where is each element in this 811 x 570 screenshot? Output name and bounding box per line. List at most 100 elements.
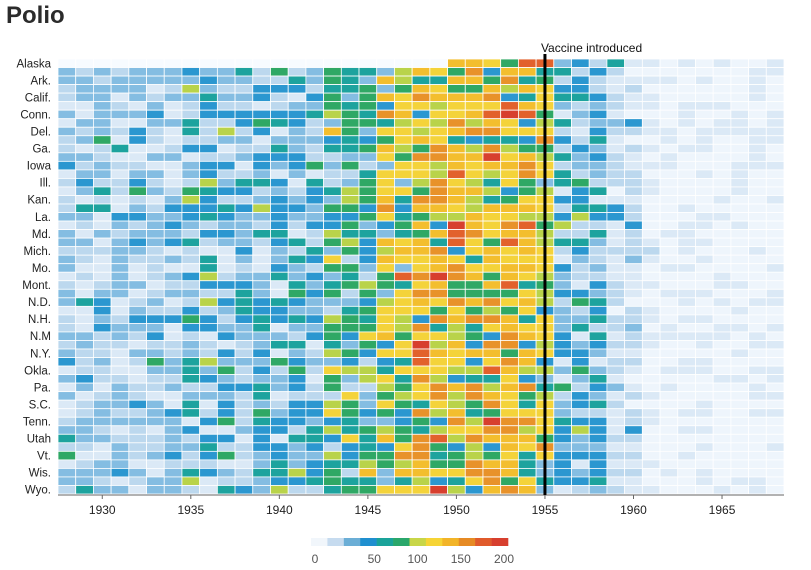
heatmap-cell [464,340,484,350]
heatmap-cell [553,331,572,341]
heatmap-cell [394,288,413,299]
heatmap-cell [641,374,661,384]
heatmap-cell [500,288,519,299]
heatmap-cell [199,323,218,333]
heatmap-cell [606,416,626,427]
heatmap-cell [75,263,94,273]
heatmap-cell [695,195,714,205]
heatmap-cell [287,178,307,188]
heatmap-cell [447,425,466,435]
heatmap-cell [340,263,360,273]
heatmap-cell [464,203,484,213]
heatmap-cell [110,365,130,375]
heatmap-cell [128,246,147,256]
heatmap-cell [340,84,360,94]
heatmap-cell [588,229,608,239]
heatmap-cell [216,297,236,307]
heatmap-cell [606,186,626,196]
heatmap-cell [624,84,643,94]
heatmap-cell [110,416,130,427]
heatmap-cell [270,160,289,171]
heatmap-cell [500,254,519,265]
heatmap-cell [677,485,696,495]
heatmap-cell [57,203,77,213]
heatmap-cell [252,450,271,461]
heatmap-cell [765,433,785,444]
heatmap-cell [146,297,165,307]
heatmap-cell [464,416,484,427]
heatmap-cell [340,476,360,486]
heatmap-cell [411,152,431,162]
heatmap-cell [146,152,165,162]
heatmap-cell [765,399,785,410]
heatmap-cell [730,84,749,94]
heatmap-cell [641,331,661,341]
heatmap-cell [447,212,466,222]
heatmap-cell [146,357,165,367]
legend-swatch [475,538,492,546]
heatmap-cell [199,416,218,427]
heatmap-cell [110,101,130,111]
heatmap-cell [252,75,271,85]
heatmap-cell [305,84,325,94]
heatmap-cell [517,246,537,256]
heatmap-cell [57,220,77,230]
heatmap-cell [216,160,236,171]
heatmap-cell [659,485,679,495]
heatmap-cell [553,450,572,461]
heatmap-cell [128,425,147,435]
heatmap-cell [234,143,254,154]
heatmap-cell [181,468,201,478]
heatmap-cell [340,305,360,316]
heatmap-cell [146,126,165,137]
heatmap-cell [695,348,714,358]
heatmap-cell [340,297,360,307]
heatmap-cell [287,246,307,256]
heatmap-cell [517,280,537,290]
heatmap-cell [199,399,218,410]
heatmap-cell [305,408,325,418]
heatmap-cell [323,408,342,418]
state-label: Mich. [24,246,51,258]
heatmap-cell [464,143,484,154]
heatmap-cell [748,442,767,452]
heatmap-cell [270,229,289,239]
heatmap-cell [517,271,537,282]
heatmap-cell [588,305,608,316]
heatmap-cell [553,468,572,478]
heatmap-cell [199,305,218,316]
heatmap-cell [323,92,342,103]
heatmap-cell [482,109,502,120]
heatmap-cell [588,84,608,94]
heatmap-cell [571,348,590,358]
heatmap-cell [181,459,201,469]
heatmap-cell [748,297,767,307]
heatmap-cell [553,229,572,239]
heatmap-cell [730,323,749,333]
heatmap-cell [606,143,626,154]
heatmap-cell [748,357,767,367]
heatmap-cell [270,135,289,145]
heatmap-cell [429,126,448,137]
heatmap-cell [765,160,785,171]
heatmap-cell [376,101,395,111]
heatmap-cell [199,109,218,120]
heatmap-cell [411,485,431,495]
heatmap-cell [287,374,307,384]
heatmap-cell [553,263,572,273]
heatmap-cell [181,135,201,145]
heatmap-cell [677,399,696,410]
heatmap-cell [765,340,785,350]
heatmap-cell [553,143,572,154]
x-tick-label: 1955 [532,503,559,517]
heatmap-cell [712,399,732,410]
heatmap-cell [323,229,342,239]
heatmap-cell [216,450,236,461]
heatmap-cell [394,357,413,367]
heatmap-cell [128,416,147,427]
heatmap-cell [110,67,130,77]
heatmap-cell [429,314,448,324]
heatmap-cell [500,212,519,222]
heatmap-cell [128,271,147,282]
heatmap-cell [93,391,112,401]
